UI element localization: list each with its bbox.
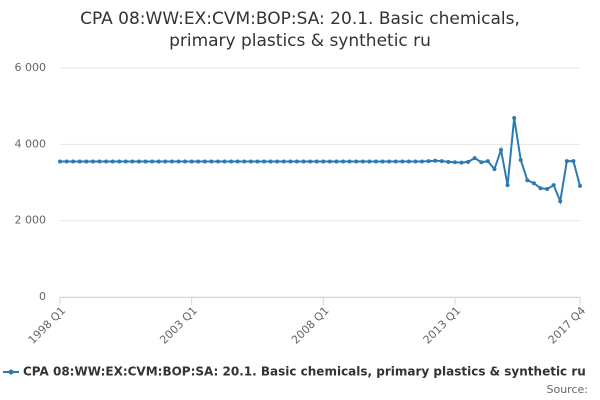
point [58,159,62,164]
point [242,159,247,164]
point [360,159,365,164]
point [294,159,299,164]
point [452,160,457,165]
point [466,159,471,164]
point [420,159,425,164]
x-tick-label: 2008 Q1 [289,304,332,347]
point [505,183,510,188]
point [485,159,490,164]
point [209,159,214,164]
chart-title: CPA 08:WW:EX:CVM:BOP:SA: 20.1. Basic che… [80,9,520,51]
x-tick-label: 2017 Q4 [546,304,589,347]
point [387,159,392,164]
point [518,157,523,162]
point [136,159,141,164]
x-tick-label: 1998 Q1 [26,304,69,347]
point [90,159,95,164]
point [196,159,201,164]
point [531,181,536,186]
point [150,159,155,164]
point [564,159,569,164]
point [578,183,582,188]
point [525,178,530,183]
point [413,159,418,164]
point [288,159,293,164]
point [545,186,550,191]
legend-marker [8,369,14,375]
point [367,159,372,164]
point [110,159,115,164]
y-tick-label: 6 000 [15,61,47,74]
series-line [60,117,581,205]
y-tick-label: 4 000 [15,137,47,150]
legend-label: CPA 08:WW:EX:CVM:BOP:SA: 20.1. Basic che… [23,365,586,379]
point [472,156,477,161]
point [97,159,102,164]
point [406,159,411,164]
point [551,183,556,188]
point [301,159,306,164]
x-tick-label: 2013 Q1 [421,304,464,347]
y-tick-label: 2 000 [15,214,47,227]
point [380,159,385,164]
point [268,159,273,164]
point [169,159,174,164]
point [64,159,69,164]
point [235,159,240,164]
point [492,167,497,172]
point [446,159,451,164]
point [314,159,319,164]
point [373,159,378,164]
point [104,159,109,164]
point [433,158,438,163]
point [77,159,82,164]
point [308,159,313,164]
point [393,159,398,164]
point [176,159,181,164]
x-tick-label: 2003 Q1 [157,304,200,347]
point [143,159,148,164]
point [538,186,543,191]
point [327,159,332,164]
point [499,148,504,153]
point [130,159,135,164]
point [202,159,207,164]
point [163,159,168,164]
point [426,159,431,164]
source: Source: [547,383,589,396]
point [571,159,576,164]
point [512,115,517,120]
point [189,159,194,164]
point [117,159,122,164]
point [222,159,227,164]
point [347,159,352,164]
y-tick-label: 0 [39,290,46,303]
point [123,159,128,164]
point [255,159,260,164]
point [275,159,280,164]
point [281,159,286,164]
point [321,159,326,164]
point [71,159,76,164]
point [479,160,484,165]
point [439,159,444,164]
point [248,159,253,164]
point [459,160,464,165]
point [558,199,563,204]
point [354,159,359,164]
point [84,159,89,164]
point [334,159,339,164]
point [400,159,405,164]
point [341,159,346,164]
point [262,159,267,164]
point [215,159,220,164]
point [156,159,161,164]
point [183,159,188,164]
point [229,159,234,164]
